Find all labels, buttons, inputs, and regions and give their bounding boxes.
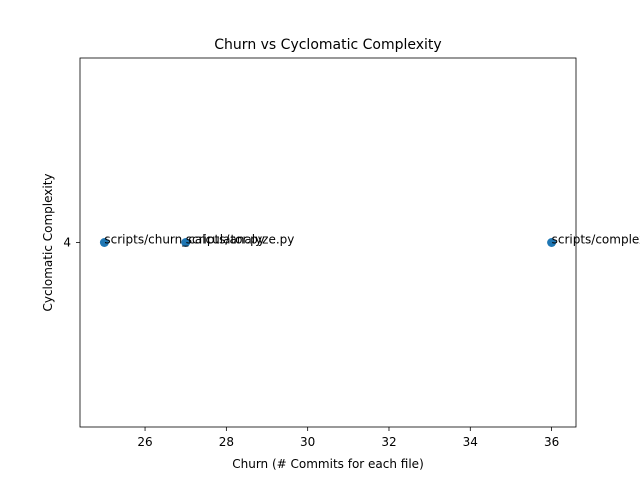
- plot-frame: [79, 57, 577, 428]
- point-label: scripts/analyze.py: [186, 233, 295, 247]
- y-tick-label: 4: [63, 236, 71, 250]
- x-tick-label: 36: [544, 435, 559, 449]
- point-label: scripts/complexity.py: [552, 233, 640, 247]
- x-tick-label: 30: [300, 435, 315, 449]
- scatter-point: [99, 238, 109, 247]
- scatter-point: [181, 238, 191, 247]
- data-points: scripts/churn_calculator.pyscripts/analy…: [99, 233, 640, 247]
- x-tick-label: 32: [381, 435, 396, 449]
- y-axis-ticks: 4: [63, 236, 80, 250]
- x-tick-label: 26: [137, 435, 152, 449]
- scatter-point: [547, 238, 557, 247]
- x-tick-label: 28: [219, 435, 234, 449]
- x-axis-label: Churn (# Commits for each file): [232, 457, 424, 471]
- y-axis-label: Cyclomatic Complexity: [41, 173, 55, 311]
- x-axis-ticks: 26 28 30 32 34 36: [137, 427, 559, 449]
- chart-title: Churn vs Cyclomatic Complexity: [214, 37, 441, 53]
- x-tick-label: 34: [463, 435, 478, 449]
- point-label: scripts/churn_calculator.py: [104, 233, 264, 247]
